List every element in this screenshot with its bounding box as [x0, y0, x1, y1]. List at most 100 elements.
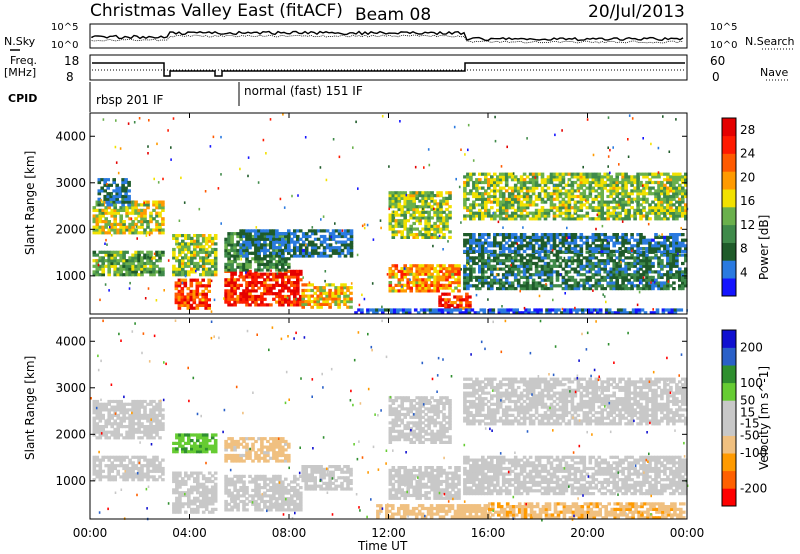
heatmap-cell [558, 284, 563, 288]
heatmap-cell [546, 264, 551, 268]
heatmap-cell [109, 194, 113, 199]
heatmap-cell [481, 180, 485, 185]
heatmap-cell [278, 275, 282, 279]
heatmap-cell [155, 416, 159, 420]
heatmap-cell [290, 300, 294, 304]
heatmap-cell [406, 272, 410, 276]
heatmap-cell [199, 259, 203, 263]
heatmap-cell [678, 249, 682, 253]
heatmap-cell [627, 200, 631, 204]
heatmap-cell [331, 291, 335, 295]
heatmap-speckle [492, 212, 494, 215]
heatmap-cell [603, 183, 607, 187]
heatmap-cell [293, 297, 297, 301]
heatmap-cell [284, 237, 288, 241]
heatmap-cell [254, 257, 258, 261]
heatmap-cell [648, 180, 652, 185]
heatmap-cell [636, 211, 640, 215]
heatmap-speckle [502, 226, 504, 229]
heatmap-cell [155, 211, 159, 215]
heatmap-cell [576, 208, 581, 212]
heatmap-cell [597, 175, 602, 179]
heatmap-cell [343, 246, 348, 250]
heatmap-cell [591, 217, 596, 221]
heatmap-cell [552, 189, 557, 193]
heatmap-cell [236, 240, 240, 244]
heatmap-cell [472, 217, 476, 221]
heatmap-cell [478, 235, 482, 239]
heatmap-cell [642, 273, 646, 277]
heatmap-cell [391, 224, 396, 228]
heatmap-cell [552, 259, 557, 263]
heatmap-cell [210, 247, 215, 252]
heatmap-cell [299, 272, 303, 276]
heatmap-speckle [119, 147, 122, 150]
heatmap-cell [558, 208, 563, 212]
heatmap-cell [101, 225, 105, 229]
heatmap-cell [251, 257, 255, 261]
heatmap-cell [427, 216, 431, 220]
heatmap-cell [95, 208, 100, 212]
heatmap-cell [660, 186, 664, 190]
heatmap-cell [516, 238, 521, 242]
heatmap-cell [210, 259, 215, 263]
heatmap-cell [588, 247, 593, 251]
heatmap-cell [498, 214, 503, 218]
heatmap-cell [594, 172, 599, 176]
heatmap-cell [528, 186, 533, 190]
heatmap-cell [92, 472, 97, 476]
heatmap-cell [427, 196, 431, 200]
heatmap-speckle [522, 226, 524, 229]
heatmap-cell [445, 227, 449, 231]
heatmap-cell [570, 217, 575, 221]
heatmap-cell [424, 281, 428, 285]
heatmap-cell [576, 287, 581, 291]
heatmap-cell [140, 422, 144, 426]
heatmap-cell [92, 228, 97, 232]
heatmap-cell [519, 233, 524, 237]
heatmap-cell [543, 253, 548, 257]
heatmap-cell [570, 192, 575, 196]
heatmap-cell [469, 275, 473, 279]
heatmap-cell [540, 211, 545, 215]
heatmap-cell [600, 189, 604, 193]
heatmap-cell [615, 264, 619, 268]
heatmap-cell [498, 261, 503, 266]
heatmap-speckle [472, 159, 475, 162]
heatmap-cell [121, 194, 125, 199]
heatmap-cell [172, 447, 176, 451]
heatmap-cell [576, 273, 581, 277]
heatmap-cell [684, 172, 688, 176]
heatmap-cell [193, 247, 197, 252]
heatmap-cell [439, 219, 443, 223]
heatmap-cell [684, 275, 688, 279]
heatmap-cell [204, 267, 209, 271]
heatmap-speckle [650, 142, 652, 146]
heatmap-cell [540, 172, 545, 176]
heatmap-cell [278, 289, 282, 293]
heatmap-cell [245, 243, 249, 247]
heatmap-cell [504, 256, 509, 260]
heatmap-cell [272, 272, 276, 276]
heatmap-cell [549, 270, 554, 274]
heatmap-cell [92, 430, 97, 434]
heatmap-cell [98, 259, 103, 263]
heatmap-cell [466, 281, 470, 285]
heatmap-cell [534, 180, 539, 185]
heatmap-cell [561, 172, 566, 176]
heatmap-cell [576, 253, 581, 257]
heatmap-cell [648, 270, 652, 274]
heatmap-cell [104, 430, 108, 434]
heatmap-cell [573, 189, 578, 193]
heatmap-cell [198, 284, 203, 288]
heatmap-cell [531, 186, 536, 190]
heatmap-cell [388, 272, 393, 276]
heatmap-cell [110, 250, 114, 254]
heatmap-cell [546, 278, 551, 282]
heatmap-cell [555, 275, 560, 279]
heatmap-cell [391, 191, 396, 195]
heatmap-cell [546, 194, 551, 199]
heatmap-cell [463, 200, 467, 204]
heatmap-cell [645, 214, 649, 218]
heatmap-cell [576, 259, 581, 263]
